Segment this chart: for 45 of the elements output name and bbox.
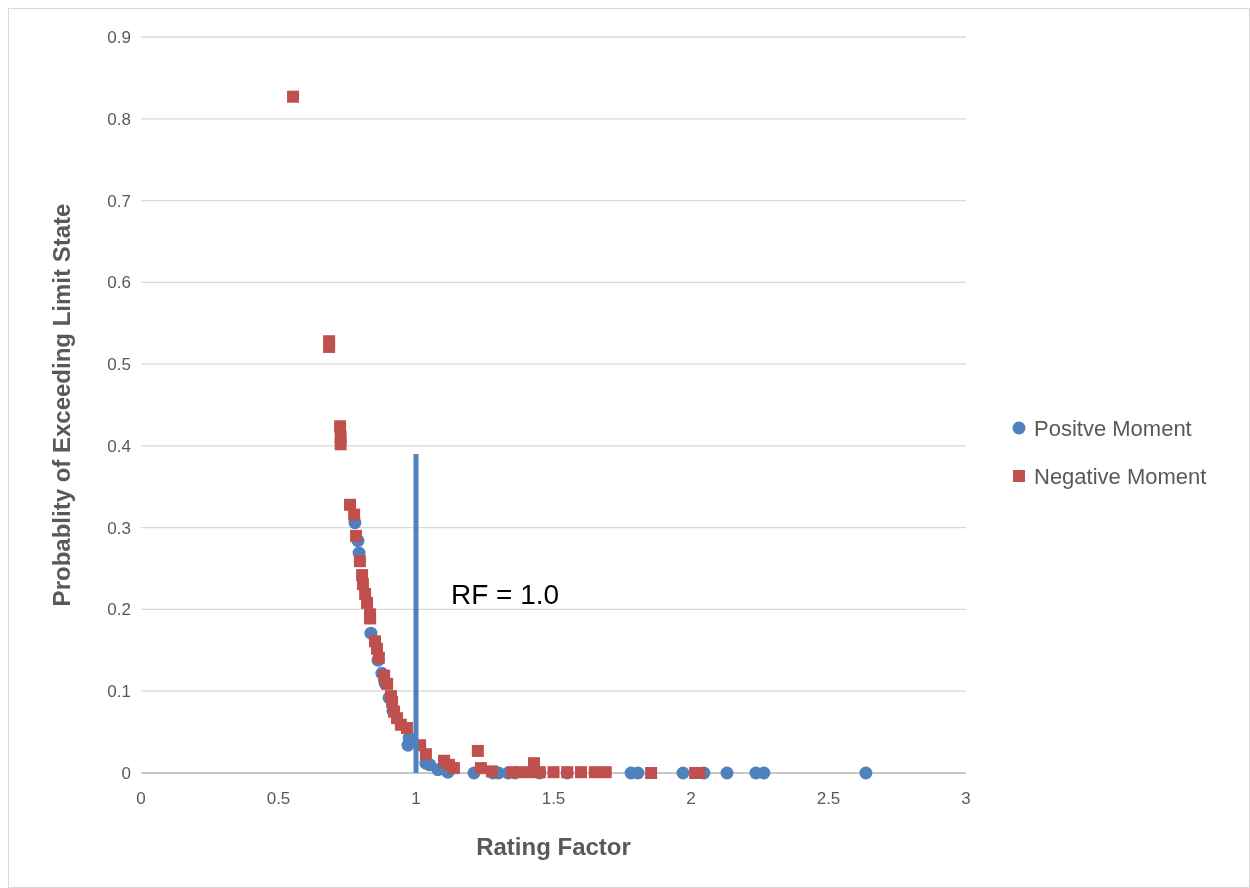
x-tick-label: 1.5 (541, 789, 566, 808)
x-tick-label: 1 (411, 789, 421, 808)
annotation: RF = 1.0 (451, 579, 560, 610)
point (547, 766, 560, 779)
y-tick-label: 0 (121, 763, 131, 783)
y-tick-label: 0.6 (107, 273, 131, 293)
y-tick-label: 0.2 (107, 600, 131, 620)
y-tick-label: 0.9 (107, 27, 131, 47)
point (361, 596, 374, 609)
point (353, 555, 366, 568)
point (676, 766, 690, 780)
x-tick-label: 0 (136, 789, 146, 808)
y-tick-label: 0.8 (107, 109, 131, 129)
point (599, 766, 612, 779)
x-tick-label: 2 (686, 789, 696, 808)
point (447, 762, 460, 775)
legend-label: Positve Moment (1034, 415, 1192, 441)
x-tick-label: 3 (961, 789, 971, 808)
point (419, 748, 432, 761)
x-axis-title: Rating Factor (476, 833, 631, 860)
point (334, 420, 347, 433)
point (323, 340, 336, 353)
point (588, 766, 601, 779)
point (364, 612, 377, 625)
x-tick-label: 0.5 (266, 789, 291, 808)
y-tick-label: 0.1 (107, 682, 131, 702)
point (287, 90, 300, 103)
point (350, 529, 363, 542)
point (348, 508, 361, 521)
point (474, 762, 487, 775)
x-tick-label: 2.5 (816, 789, 841, 808)
point (401, 738, 415, 752)
point (720, 766, 734, 780)
y-tick-label: 0.3 (107, 518, 131, 538)
y-tick-label: 0.4 (107, 436, 131, 456)
point (645, 767, 658, 779)
y-tick-label: 0.7 (107, 191, 131, 211)
y-axis-title: Probablity of Exceeding Limit State (48, 203, 75, 607)
point (400, 722, 413, 735)
legend-label: Negative Moment (1034, 463, 1207, 489)
point (334, 438, 347, 451)
point (575, 766, 587, 779)
y-tick-label: 0.5 (107, 355, 131, 375)
point (859, 766, 873, 780)
point (471, 744, 484, 757)
